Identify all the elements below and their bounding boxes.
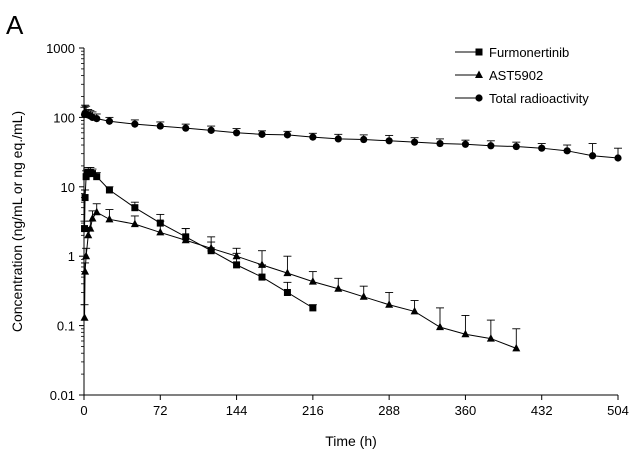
data-point (283, 268, 292, 277)
data-point (93, 173, 101, 181)
x-tick-label: 432 (531, 403, 553, 418)
legend-item: AST5902 (455, 68, 543, 83)
data-point (232, 251, 241, 260)
legend-marker (475, 48, 483, 56)
data-point (308, 277, 317, 285)
data-point (81, 267, 90, 275)
series-layer (80, 104, 622, 352)
data-point (105, 214, 114, 223)
legend-item: Total radioactivity (455, 91, 589, 106)
data-point (84, 230, 93, 239)
series-circle (80, 104, 622, 162)
legend-item: Furmonertinib (455, 45, 569, 60)
data-point (182, 124, 190, 132)
data-point (88, 170, 96, 178)
data-point (614, 154, 622, 162)
data-point (385, 300, 394, 308)
data-point (359, 292, 368, 300)
x-tick-label: 288 (378, 403, 400, 418)
data-point (334, 284, 343, 292)
data-point (92, 207, 101, 216)
data-point (156, 227, 165, 236)
data-point (436, 139, 444, 148)
data-point (283, 288, 291, 296)
data-point (131, 120, 139, 128)
legend: Furmonertinib AST5902 Total radioactivity (455, 45, 589, 106)
y-axis-label: Concentration (ng/mL or ng eq./mL) (9, 111, 25, 332)
data-point (181, 235, 190, 244)
data-point (81, 225, 89, 233)
series-line (84, 211, 517, 349)
data-point (88, 213, 97, 222)
data-point (461, 140, 470, 148)
axes-layer: 0.01 0.1 1 10 100 1000 0 72 144 216 288 360 432 504 (46, 41, 629, 418)
data-point (156, 122, 164, 130)
y-tick-label: 1 (68, 249, 75, 264)
x-tick-label: 0 (80, 403, 87, 418)
y-tick-label: 0.1 (57, 319, 75, 334)
data-point (80, 313, 89, 321)
legend-marker (475, 70, 483, 78)
data-point (207, 243, 216, 252)
y-tick-label: 10 (61, 180, 75, 195)
data-point (563, 147, 571, 155)
data-point (258, 130, 266, 138)
x-axis-label: Time (h) (325, 433, 377, 449)
legend-marker (475, 94, 483, 102)
legend-label: Total radioactivity (489, 91, 589, 106)
data-point (207, 126, 215, 134)
data-point (360, 135, 368, 144)
data-point (105, 186, 113, 194)
legend-label: Furmonertinib (489, 45, 569, 60)
y-tick-label: 100 (53, 110, 75, 125)
data-point (283, 131, 292, 139)
y-tick-label: 0.01 (50, 388, 75, 403)
data-point (309, 133, 317, 141)
series-line (84, 172, 314, 309)
legend-label: AST5902 (489, 68, 543, 83)
x-tick-label: 504 (607, 403, 629, 418)
data-point (487, 142, 495, 150)
data-point (130, 219, 139, 228)
series-line (84, 112, 619, 159)
data-point (410, 306, 419, 315)
data-point (512, 343, 521, 352)
data-point (81, 194, 89, 202)
data-point (82, 251, 91, 260)
panel-label: A (6, 10, 24, 40)
data-point (105, 117, 114, 125)
data-point (461, 329, 470, 338)
data-point (233, 261, 241, 269)
data-point (93, 115, 101, 123)
data-point (385, 137, 393, 145)
x-tick-label: 72 (153, 403, 167, 418)
data-point (512, 142, 520, 151)
data-point (436, 322, 444, 331)
y-tick-label: 1000 (46, 41, 75, 56)
data-point (334, 135, 342, 143)
data-point (258, 273, 266, 281)
data-point (232, 129, 241, 137)
x-tick-label: 144 (226, 403, 248, 418)
series-triangle (80, 203, 521, 352)
data-point (309, 304, 317, 312)
data-point (131, 204, 139, 212)
x-tick-label: 360 (455, 403, 477, 418)
data-point (86, 224, 95, 232)
data-point (486, 334, 495, 342)
x-tick-label: 216 (302, 403, 324, 418)
series-square (80, 167, 317, 312)
data-point (258, 260, 266, 268)
data-point (410, 138, 419, 146)
data-point (538, 144, 546, 152)
data-point (588, 152, 597, 160)
